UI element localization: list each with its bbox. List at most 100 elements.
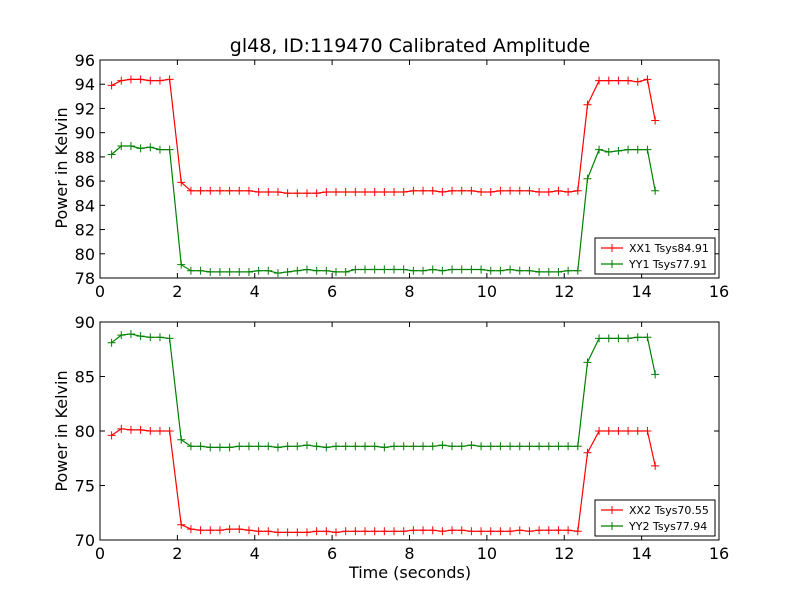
bottom-series-1-point <box>380 443 389 452</box>
bottom-x-tick-label: 8 <box>404 544 414 563</box>
bottom-series-1-point <box>486 442 495 451</box>
top-series-1-point <box>486 266 495 275</box>
bottom-x-tick-label: 16 <box>709 544 729 563</box>
top-series-1-point <box>457 265 466 274</box>
bottom-x-tick-label: 12 <box>554 544 574 563</box>
top-series-0-point <box>428 186 437 195</box>
top-series-1-point <box>155 145 164 154</box>
top-series-1-point <box>554 267 563 276</box>
top-series-0-point <box>604 76 613 85</box>
top-series-1-point <box>399 265 408 274</box>
bottom-series-1-point <box>624 334 633 343</box>
top-series-0-point <box>206 186 215 195</box>
top-series-0-point <box>573 186 582 195</box>
top-series-0-point <box>312 189 321 198</box>
bottom-series-0-point <box>206 526 215 535</box>
bottom-legend-marker-1 <box>608 522 616 530</box>
bottom-series-0-point <box>525 527 534 536</box>
top-series-1-point <box>448 265 457 274</box>
bottom-x-tick-label: 2 <box>172 544 182 563</box>
bottom-series-0-point <box>312 527 321 536</box>
top-series-0-point <box>457 186 466 195</box>
bottom-series-1-point <box>215 443 224 452</box>
top-series-0-point <box>302 189 311 198</box>
bottom-y-tick-label: 90 <box>75 313 95 332</box>
top-series-1-point <box>361 265 370 274</box>
top-series-0-point <box>390 188 399 197</box>
top-series-0-point <box>107 81 116 90</box>
bottom-series-1-point <box>206 443 215 452</box>
bottom-series-1-point <box>331 442 340 451</box>
top-series-0-point <box>643 75 652 84</box>
top-series-1-point <box>515 266 524 275</box>
top-series-1-point <box>126 141 135 150</box>
top-legend-label-0: XX1 Tsys84.91 <box>629 242 709 255</box>
top-series-0-point <box>651 116 660 125</box>
top-series-1-point <box>651 186 660 195</box>
top-series-0-point <box>235 186 244 195</box>
top-series-0-point <box>341 188 350 197</box>
top-y-tick-label: 80 <box>75 245 95 264</box>
top-series-0-point <box>273 188 282 197</box>
bottom-series-0-point <box>186 525 195 534</box>
bottom-series-1-point <box>126 329 135 338</box>
bottom-series-1-point <box>302 441 311 450</box>
bottom-series-1-point <box>146 333 155 342</box>
bottom-series-1-point <box>117 331 126 340</box>
top-series-0-point <box>177 178 186 187</box>
bottom-series-1-point <box>583 358 592 367</box>
top-y-tick-label: 96 <box>75 51 95 70</box>
bottom-series-0-point <box>515 526 524 535</box>
top-series-1-point <box>283 267 292 276</box>
bottom-series-1-point <box>525 442 534 451</box>
bottom-plot-area: 0 2 4 6 8 10 12 14 16 70 75 80 85 90 <box>75 313 730 563</box>
top-series-0-point <box>293 189 302 198</box>
bottom-series-1-point <box>467 441 476 450</box>
top-series-0-point <box>264 188 273 197</box>
top-series-0-point <box>583 100 592 109</box>
bottom-series-0-point <box>614 427 623 435</box>
bottom-series-1-point <box>244 442 253 451</box>
bottom-series-1-point <box>293 442 302 451</box>
top-y-tick-label: 92 <box>75 99 95 118</box>
bottom-series-1-point <box>419 442 428 451</box>
top-series-1-point <box>293 266 302 275</box>
bottom-series-1-point <box>651 370 660 379</box>
bottom-series-0-point <box>254 527 263 536</box>
bottom-x-tick-label: 6 <box>327 544 337 563</box>
bottom-series-0-point <box>496 527 505 536</box>
top-series-1-point <box>467 265 476 274</box>
bottom-series-1-point <box>573 442 582 451</box>
bottom-series-0-point <box>390 527 399 536</box>
top-series-1-point <box>604 148 613 157</box>
bottom-series-1-point <box>196 442 205 451</box>
top-series-group <box>107 75 660 278</box>
top-series-1-point <box>409 266 418 275</box>
top-series-0-point <box>525 186 534 195</box>
bottom-series-1-point <box>457 442 466 451</box>
top-series-0-point <box>126 75 135 84</box>
bottom-legend: XX2 Tsys70.55 YY2 Tsys77.94 <box>594 499 716 537</box>
bottom-series-1-point <box>554 442 563 451</box>
bottom-series-0-point <box>409 526 418 535</box>
top-series-1-point <box>264 266 273 275</box>
top-series-0-point <box>624 76 633 85</box>
bottom-y-tick-label: 80 <box>75 422 95 441</box>
top-x-tick-label: 10 <box>477 282 497 301</box>
bottom-series-0-point <box>399 527 408 536</box>
bottom-x-tick-label: 0 <box>95 544 105 563</box>
top-series-0-point <box>633 77 642 86</box>
bottom-series-0-point <box>573 527 582 536</box>
top-series-1-point <box>165 145 174 154</box>
top-legend: XX1 Tsys84.91 YY1 Tsys77.91 <box>594 237 716 275</box>
top-series-1-point <box>225 267 234 276</box>
top-plot-area: 0 2 4 6 8 10 12 14 16 78 80 82 84 86 88 90 92 94 96 <box>75 51 730 301</box>
top-x-tick-label: 12 <box>554 282 574 301</box>
bottom-series-1-point <box>283 442 292 451</box>
top-x-tick-label: 6 <box>327 282 337 301</box>
top-series-1-point <box>215 267 224 276</box>
bottom-series-1-point <box>409 442 418 451</box>
bottom-series-0-point <box>438 527 447 536</box>
top-series-0-point <box>136 75 145 84</box>
